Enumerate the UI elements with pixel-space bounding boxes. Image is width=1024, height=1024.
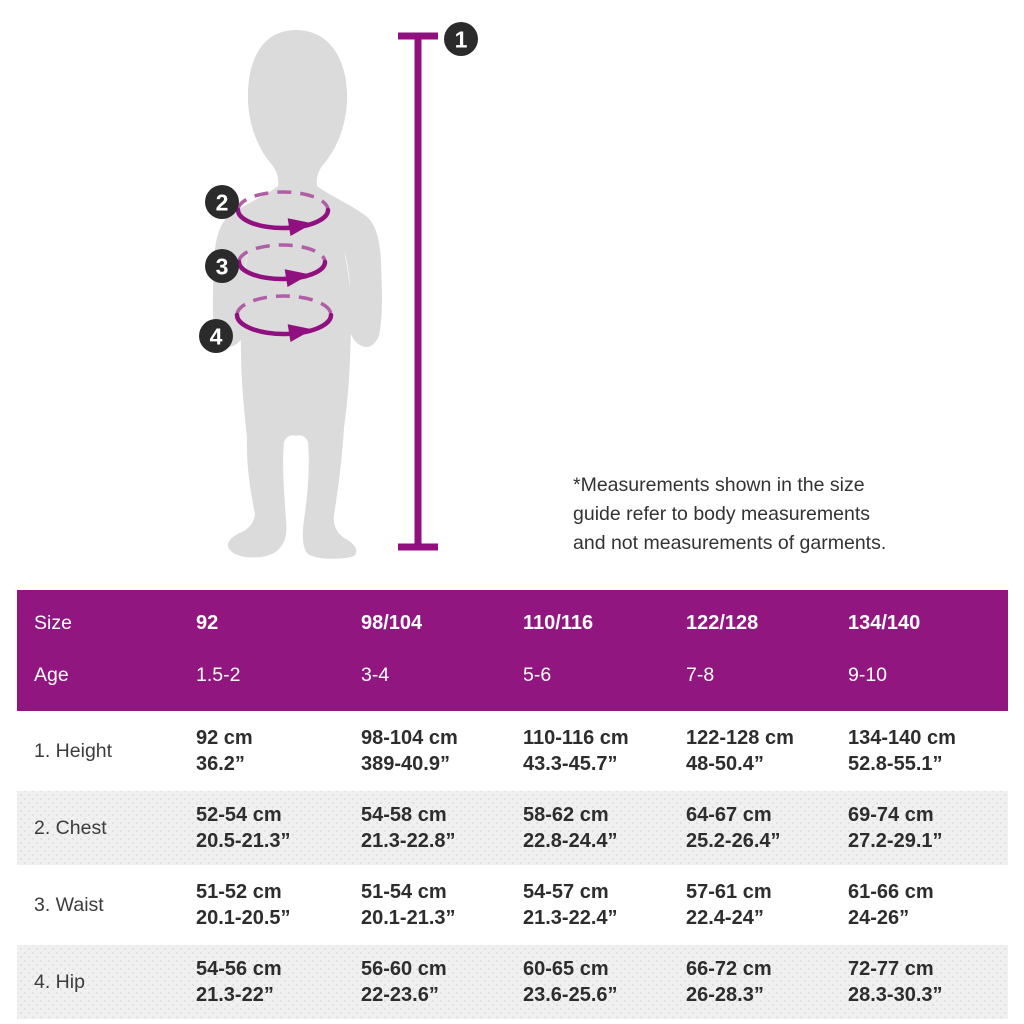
height-cell: 98-104 cm 389-40.9”	[361, 727, 458, 775]
chest-cell: 58-62 cm 22.8-24.4”	[523, 804, 618, 852]
child-silhouette-image	[212, 30, 382, 559]
header-age-value: 5-6	[523, 664, 552, 686]
waist-cell: 61-66 cm 24-26”	[848, 881, 934, 929]
size-table-header: Size 92 98/104 110/116 122/128 134/140 A…	[17, 590, 1008, 711]
chest-cell: 69-74 cm 27.2-29.1”	[848, 804, 943, 852]
row-label-height: 1. Height	[34, 739, 113, 762]
hip-cell: 60-65 cm 23.6-25.6”	[523, 958, 618, 1006]
chest-cell: 54-58 cm 21.3-22.8”	[361, 804, 456, 852]
marker-4-number: 4	[210, 323, 223, 349]
marker-2-number: 2	[216, 189, 229, 215]
measurements-note: *Measurements shown in the size guide re…	[573, 471, 953, 558]
header-age-row: Age 1.5-2 3-4 5-6 7-8 9-10	[17, 656, 1008, 695]
height-cell: 122-128 cm 48-50.4”	[686, 727, 794, 775]
hip-cell: 54-56 cm 21.3-22”	[196, 958, 282, 1006]
header-age-label: Age	[34, 664, 69, 686]
chest-measure-ellipse	[235, 190, 331, 236]
waist-measure-ellipse	[236, 243, 328, 287]
waist-cell: 51-54 cm 20.1-21.3”	[361, 881, 456, 929]
height-cell: 110-116 cm 43.3-45.7”	[523, 727, 629, 775]
note-line-2: guide refer to body measurements	[573, 503, 870, 525]
header-size-value: 98/104	[361, 612, 423, 634]
table-row: 2. Chest 52-54 cm 20.5-21.3” 54-58 cm 21.3…	[17, 791, 1008, 865]
header-age-value: 9-10	[848, 664, 888, 686]
header-size-value: 110/116	[523, 612, 594, 634]
note-line-1: *Measurements shown in the size	[573, 474, 865, 496]
note-line-3: and not measurements of garments.	[573, 532, 887, 554]
header-age-value: 3-4	[361, 664, 390, 686]
height-cell: 92 cm 36.2”	[196, 727, 253, 775]
header-age-value: 7-8	[686, 664, 715, 686]
hip-measure-ellipse	[234, 294, 334, 342]
size-table: Size 92 98/104 110/116 122/128 134/140 A…	[17, 590, 1008, 1019]
marker-4-icon: 4	[199, 319, 233, 353]
header-size-label: Size	[34, 612, 72, 634]
marker-1-number: 1	[455, 26, 468, 52]
row-label-chest: 2. Chest	[34, 816, 107, 839]
hip-cell: 56-60 cm 22-23.6”	[361, 958, 447, 1006]
marker-3-number: 3	[216, 253, 229, 279]
height-measure-line	[398, 32, 438, 551]
waist-cell: 57-61 cm 22.4-24”	[686, 881, 772, 929]
size-guide-figure: 1 2 3 4	[199, 22, 478, 559]
header-size-value: 134/140	[848, 612, 921, 634]
table-row: 4. Hip 54-56 cm 21.3-22” 56-60 cm 22-23.6”…	[17, 945, 1008, 1019]
header-size-value: 122/128	[686, 612, 759, 634]
row-label-hip: 4. Hip	[34, 970, 85, 993]
waist-cell: 51-52 cm 20.1-20.5”	[196, 881, 291, 929]
waist-cell: 54-57 cm 21.3-22.4”	[523, 881, 618, 929]
marker-1-icon: 1	[444, 22, 478, 56]
chest-cell: 64-67 cm 25.2-26.4”	[686, 804, 781, 852]
header-size-value: 92	[196, 612, 219, 634]
hip-cell: 72-77 cm 28.3-30.3”	[848, 958, 943, 1006]
row-label-waist: 3. Waist	[34, 893, 104, 916]
marker-3-icon: 3	[205, 249, 239, 283]
chest-cell: 52-54 cm 20.5-21.3”	[196, 804, 291, 852]
height-cell: 134-140 cm 52.8-55.1”	[848, 727, 956, 775]
table-row: 3. Waist 51-52 cm 20.1-20.5” 51-54 cm 20.1…	[17, 868, 1008, 942]
marker-2-icon: 2	[205, 185, 239, 219]
header-size-row: Size 92 98/104 110/116 122/128 134/140	[17, 604, 1008, 643]
header-age-value: 1.5-2	[196, 664, 241, 686]
table-row: 1. Height 92 cm 36.2” 98-104 cm 389-40.9” …	[17, 714, 1008, 788]
hip-cell: 66-72 cm 26-28.3”	[686, 958, 772, 1006]
